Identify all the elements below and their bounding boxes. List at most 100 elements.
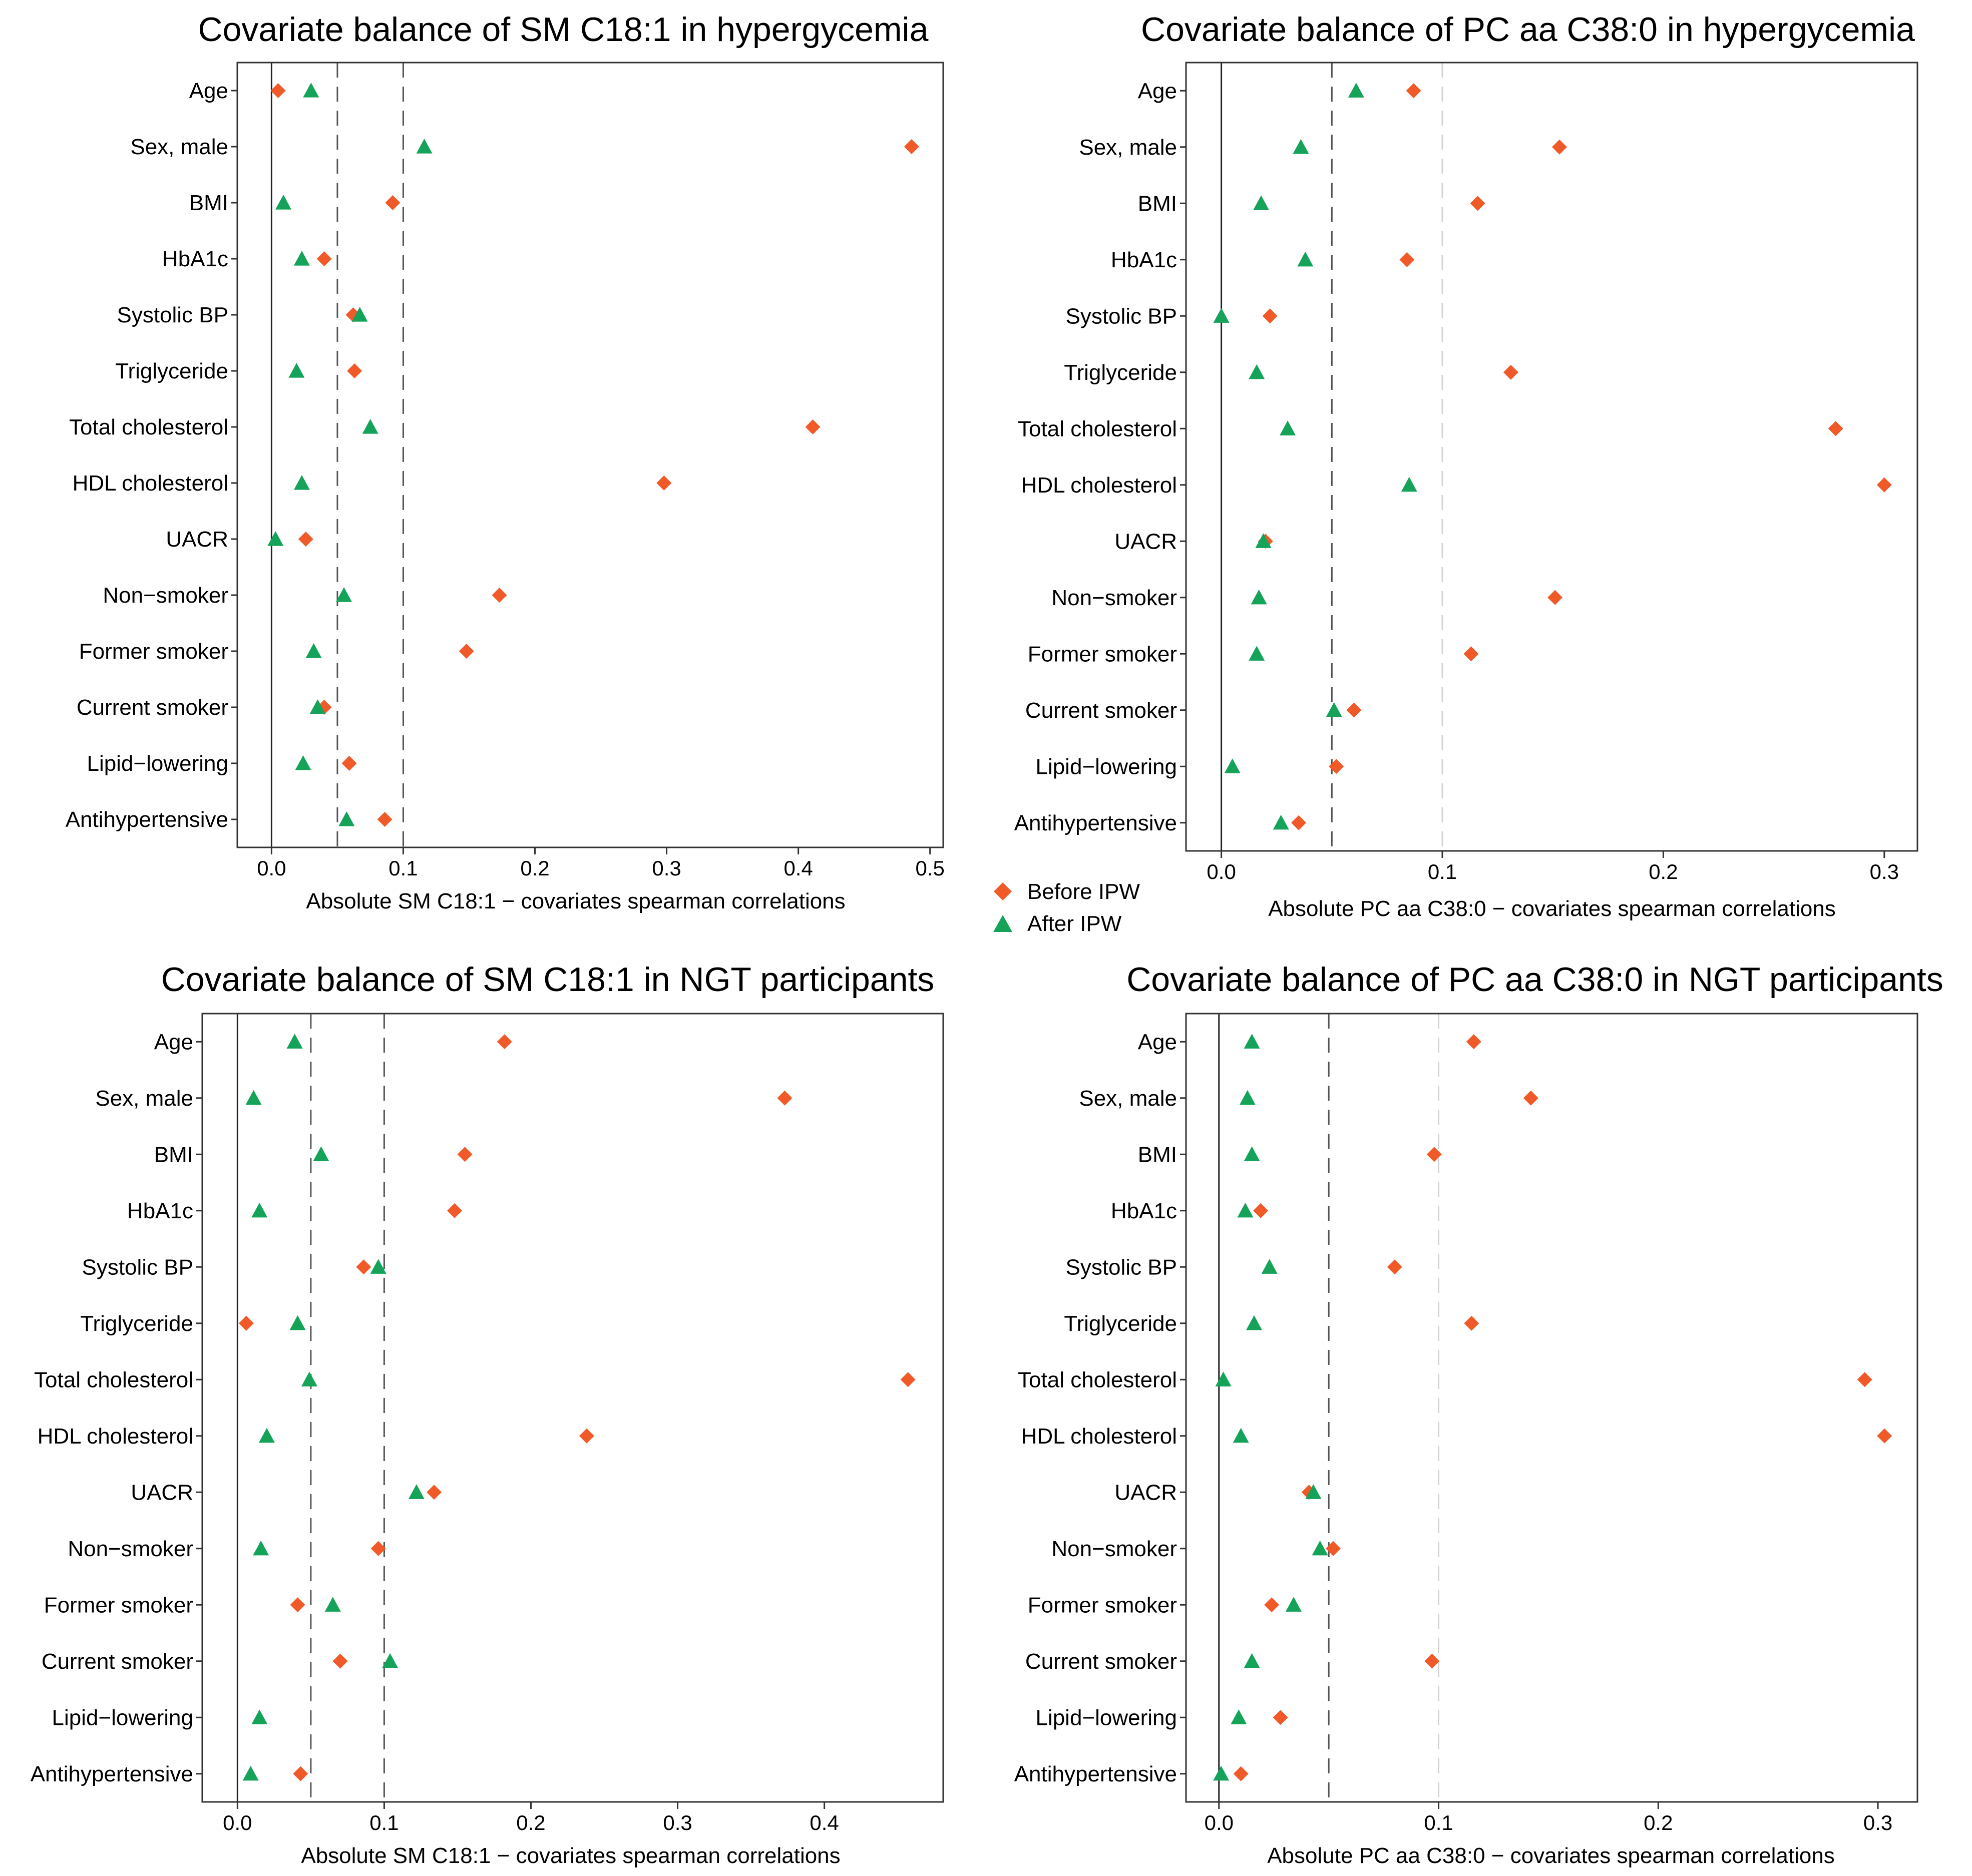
chart-title: Covariate balance of SM C18:1 in hypergy… <box>198 11 929 49</box>
before-ipw-point <box>1325 1541 1341 1556</box>
category-label: Lipid−lowering <box>87 751 228 776</box>
category-label: HDL cholesterol <box>38 1424 193 1449</box>
panel-pc-c38-hyperglycemia: Covariate balance of PC aa C38:0 in hype… <box>1014 11 1918 921</box>
before-ipw-point <box>497 1034 512 1050</box>
before-ipw-point <box>238 1315 254 1331</box>
after-ipw-point <box>408 1484 425 1499</box>
after-ipw-point <box>1261 1259 1278 1274</box>
before-ipw-point <box>805 419 821 434</box>
before-ipw-point <box>1470 196 1485 211</box>
panel-pc-c38-ngt: Covariate balance of PC aa C38:0 in NGT … <box>1014 961 1943 1868</box>
after-ipw-point <box>1285 1597 1302 1612</box>
before-ipw-point <box>1547 590 1563 605</box>
category-label: BMI <box>1138 1142 1177 1167</box>
category-label: Total cholesterol <box>69 415 228 439</box>
x-tick-label: 0.3 <box>663 1811 692 1834</box>
before-ipw-point <box>1877 1428 1892 1444</box>
x-tick-label: 0.2 <box>520 856 549 880</box>
before-ipw-point <box>1264 1597 1280 1613</box>
after-ipw-point <box>258 1428 275 1443</box>
category-label: Total cholesterol <box>1018 1367 1177 1392</box>
category-label: HbA1c <box>127 1199 193 1223</box>
x-tick-label: 0.4 <box>810 1811 839 1834</box>
category-label: Triglyceride <box>115 359 228 383</box>
after-ipw-point <box>1246 1315 1263 1330</box>
before-ipw-point <box>1857 1372 1872 1387</box>
plot-frame <box>236 62 944 848</box>
before-ipw-point <box>459 644 474 659</box>
category-label: Age <box>1138 1030 1177 1054</box>
before-ipw-point <box>1464 1315 1479 1331</box>
after-ipw-point <box>1244 1146 1260 1161</box>
before-ipw-point <box>1503 364 1518 380</box>
before-ipw-point <box>656 476 672 491</box>
category-label: UACR <box>1114 529 1177 554</box>
before-ipw-point <box>1233 1766 1249 1781</box>
category-label: Non−smoker <box>68 1537 193 1561</box>
x-tick-label: 0.2 <box>1649 860 1678 883</box>
category-label: HbA1c <box>1111 248 1177 272</box>
before-ipw-point <box>1426 1147 1442 1162</box>
category-label: UACR <box>166 527 228 552</box>
after-ipw-point <box>1249 646 1265 661</box>
x-tick-label: 0.2 <box>516 1811 545 1834</box>
after-ipw-point <box>351 307 368 322</box>
category-label: Lipid−lowering <box>52 1705 193 1730</box>
category-label: Age <box>154 1030 193 1054</box>
before-ipw-point <box>904 139 919 154</box>
after-ipw-point <box>289 1315 306 1330</box>
plot-frame <box>1185 62 1918 852</box>
after-ipw-point <box>1255 533 1272 548</box>
after-ipw-point <box>1224 758 1241 773</box>
x-axis-title: Absolute PC aa C38:0 − covariates spearm… <box>1268 896 1836 921</box>
before-ipw-point <box>1399 252 1415 267</box>
after-ipw-point <box>1213 308 1230 323</box>
category-label: Age <box>1138 79 1177 103</box>
after-ipw-point <box>267 531 284 546</box>
after-ipw-point <box>293 475 310 490</box>
after-ipw-point <box>382 1653 399 1668</box>
before-ipw-point <box>1424 1653 1440 1669</box>
chart-title: Covariate balance of PC aa C38:0 in NGT … <box>1126 961 1943 999</box>
before-ipw-point <box>1329 759 1344 774</box>
before-ipw-point <box>377 812 392 827</box>
category-label: Current smoker <box>1025 698 1177 723</box>
category-label: Antihypertensive <box>1014 1762 1177 1786</box>
category-label: Triglyceride <box>80 1311 193 1336</box>
diamond-icon <box>994 882 1012 900</box>
before-ipw-point <box>356 1259 371 1275</box>
after-ipw-point <box>242 1765 259 1781</box>
x-tick-label: 0.1 <box>369 1811 399 1834</box>
category-label: Former smoker <box>1028 1593 1177 1617</box>
before-ipw-point <box>1387 1259 1402 1275</box>
x-axis-title: Absolute PC aa C38:0 − covariates spearm… <box>1267 1843 1835 1868</box>
before-ipw-point <box>341 756 357 771</box>
before-ipw-point <box>777 1090 793 1106</box>
chart-title: Covariate balance of SM C18:1 in NGT par… <box>161 961 935 999</box>
x-tick-label: 0.1 <box>388 856 418 880</box>
after-ipw-point <box>251 1202 268 1218</box>
before-ipw-point <box>385 195 401 210</box>
category-label: Antihypertensive <box>31 1762 193 1786</box>
category-label: HDL cholesterol <box>1021 473 1177 498</box>
before-ipw-point <box>457 1147 473 1162</box>
x-tick-label: 0.0 <box>223 1811 252 1834</box>
after-ipw-point <box>288 363 305 378</box>
after-ipw-point <box>336 587 352 602</box>
before-ipw-point <box>1346 702 1362 718</box>
category-label: Former smoker <box>44 1593 193 1617</box>
category-label: Total cholesterol <box>1018 416 1177 441</box>
before-ipw-point <box>316 251 332 266</box>
after-ipw-point <box>1249 364 1265 379</box>
after-ipw-point <box>338 811 355 826</box>
panel-sm-c18-hyperglycemia: Covariate balance of SM C18:1 in hypergy… <box>66 11 945 913</box>
category-label: Non−smoker <box>103 583 228 608</box>
category-label: HbA1c <box>1111 1199 1177 1223</box>
after-ipw-point <box>1401 477 1417 492</box>
after-ipw-point <box>251 1709 268 1724</box>
category-label: UACR <box>131 1480 193 1505</box>
x-tick-label: 0.4 <box>783 856 813 880</box>
before-ipw-point <box>1273 1710 1288 1725</box>
x-tick-label: 0.3 <box>652 856 681 880</box>
after-ipw-point <box>1297 251 1314 267</box>
